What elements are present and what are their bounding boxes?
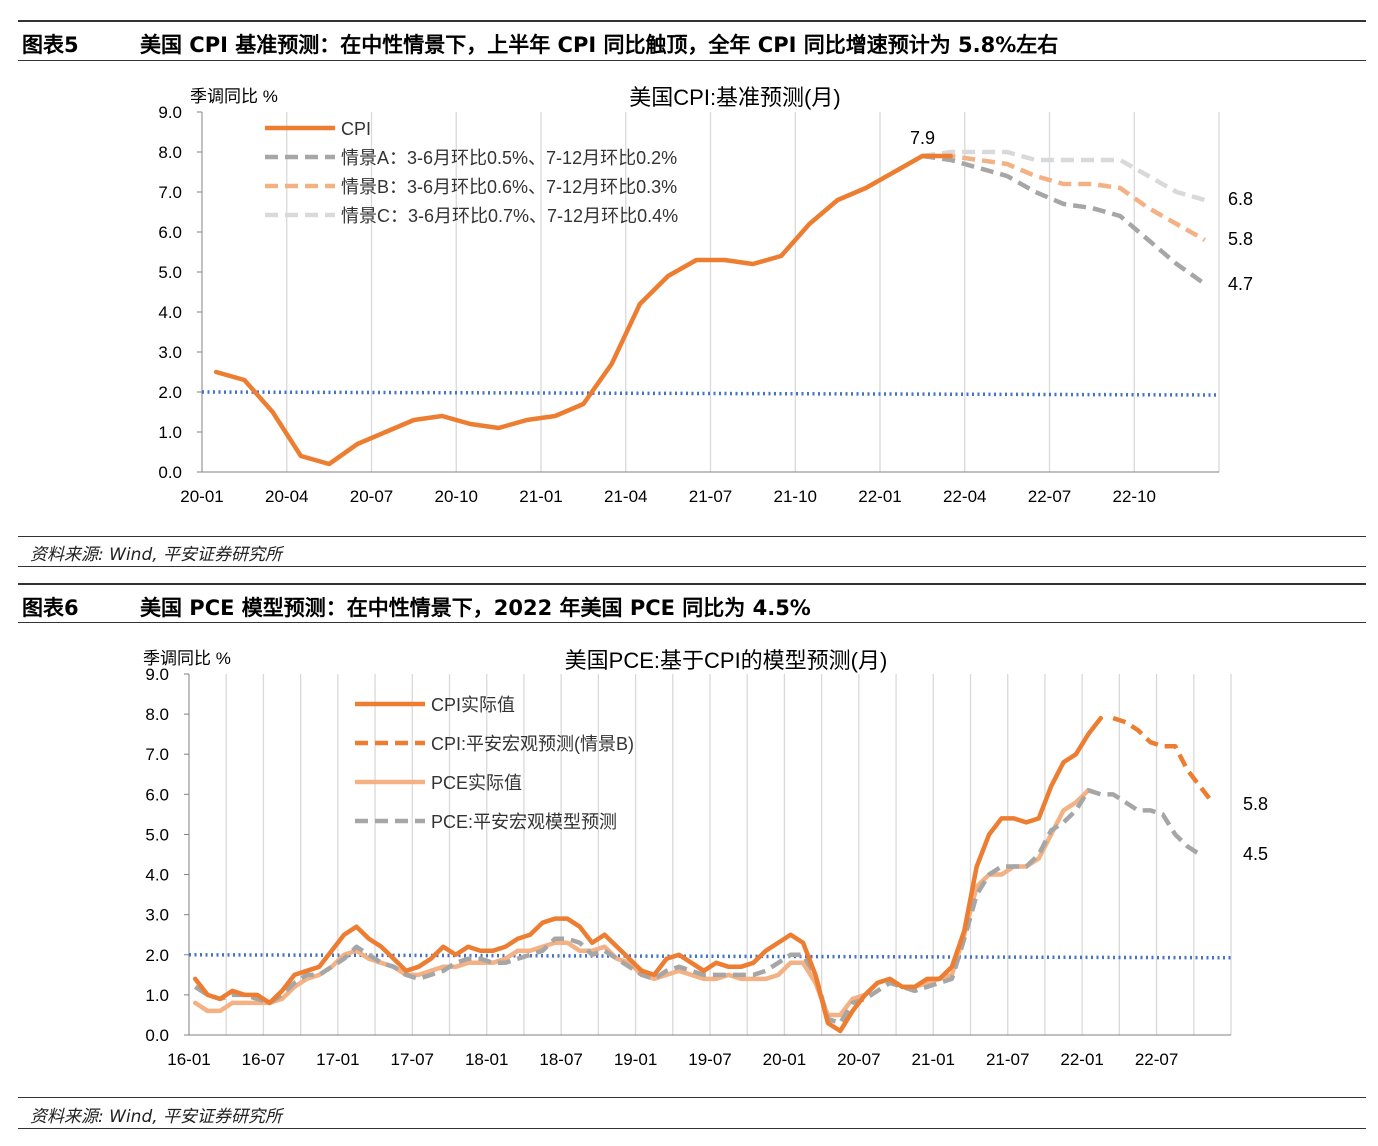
legend-label-1: 情景A：3-6月环比0.5%、7-12月环比0.2% xyxy=(341,148,677,168)
x-tick-label: 20-01 xyxy=(180,487,223,506)
chart-title: 美国CPI:基准预测(月) xyxy=(629,85,840,110)
x-tick-label: 20-07 xyxy=(837,1050,880,1069)
x-tick-label: 17-01 xyxy=(316,1050,359,1069)
x-tick-label: 21-07 xyxy=(986,1050,1029,1069)
figure2-header-rule xyxy=(18,622,1366,623)
y-tick-label: 4.0 xyxy=(158,303,182,322)
legend-label-0: CPI实际值 xyxy=(431,695,515,715)
x-tick-label: 16-01 xyxy=(167,1050,210,1069)
legend-label-1: CPI:平安宏观预测(情景B) xyxy=(431,734,634,754)
figure1-top-rule xyxy=(18,20,1366,22)
value-annotation: 7.9 xyxy=(910,128,935,148)
reference-line-2pct xyxy=(201,390,1220,397)
x-tick-label: 20-04 xyxy=(265,487,308,506)
y-tick-label: 3.0 xyxy=(158,343,182,362)
figure2-header: 图表6 美国 PCE 模型预测：在中性情景下，2022 年美国 PCE 同比为 … xyxy=(18,585,1366,623)
series-line-0 xyxy=(213,153,953,467)
legend-label-3: 情景C：3-6月环比0.7%、7-12月环比0.4% xyxy=(341,206,678,226)
y-tick-label: 6.0 xyxy=(158,223,182,242)
cpi-forecast-chart: 0.0 1.0 2.0 3.0 4.0 5.0 6.0 7.0 8.0 9.0 20-01 20-04… xyxy=(158,85,1253,506)
y-tick-label: 5.0 xyxy=(145,825,169,844)
y-tick-label: 4.0 xyxy=(145,866,169,885)
y-tick-label: 1.0 xyxy=(158,423,182,442)
series-line-3 xyxy=(922,149,1206,203)
x-tick-label: 18-01 xyxy=(465,1050,508,1069)
x-tick-label: 20-01 xyxy=(763,1050,806,1069)
figure2-source-rule xyxy=(18,1097,1366,1098)
chart-title: 美国PCE:基于CPI的模型预测(月) xyxy=(565,648,888,673)
series-line-3 xyxy=(193,788,1202,1026)
figure2-caption: 美国 PCE 模型预测：在中性情景下，2022 年美国 PCE 同比为 4.5% xyxy=(140,596,811,620)
x-tick-label: 21-04 xyxy=(604,487,647,506)
figure1-number: 图表5 xyxy=(22,33,79,57)
value-annotation: 4.5 xyxy=(1243,844,1268,864)
x-tick-label: 21-07 xyxy=(689,487,732,506)
y-tick-label: 8.0 xyxy=(145,705,169,724)
x-tick-label: 22-01 xyxy=(858,487,901,506)
y-tick-label: 6.0 xyxy=(145,785,169,804)
y-tick-label: 2.0 xyxy=(158,383,182,402)
value-annotation: 5.8 xyxy=(1243,794,1268,814)
value-annotation: 5.8 xyxy=(1228,229,1253,249)
y-tick-label: 1.0 xyxy=(145,986,169,1005)
x-tick-label: 21-01 xyxy=(519,487,562,506)
x-tick-label: 21-01 xyxy=(912,1050,955,1069)
value-annotation: 4.7 xyxy=(1228,274,1253,294)
legend-label-2: 情景B：3-6月环比0.6%、7-12月环比0.3% xyxy=(341,177,677,197)
x-tick-label: 22-01 xyxy=(1060,1050,1103,1069)
y-tick-label: 0.0 xyxy=(145,1026,169,1045)
figure1-source: 资料来源: Wind, 平安证券研究所 xyxy=(30,545,283,565)
series-line-2 xyxy=(922,153,1206,242)
y-axis-label: 季调同比 % xyxy=(190,87,278,106)
figure1-header: 图表5 美国 CPI 基准预测：在中性情景下，上半年 CPI 同比触顶，全年 C… xyxy=(18,22,1366,60)
value-annotation: 6.8 xyxy=(1228,189,1253,209)
legend-label-2: PCE实际值 xyxy=(431,773,522,793)
figure1-caption: 美国 CPI 基准预测：在中性情景下，上半年 CPI 同比触顶，全年 CPI 同… xyxy=(140,33,1059,57)
y-tick-label: 9.0 xyxy=(158,103,182,122)
x-tick-label: 21-10 xyxy=(774,487,817,506)
figure2-source: 资料来源: Wind, 平安证券研究所 xyxy=(30,1107,283,1127)
legend-label-3: PCE:平安宏观模型预测 xyxy=(431,812,617,832)
x-tick-label: 22-10 xyxy=(1113,487,1156,506)
x-tick-label: 16-07 xyxy=(242,1050,285,1069)
x-tick-label: 19-01 xyxy=(614,1050,657,1069)
legend-label-0: CPI xyxy=(341,119,371,139)
series-line-1 xyxy=(1112,715,1215,804)
y-tick-label: 3.0 xyxy=(145,906,169,925)
x-tick-label: 19-07 xyxy=(688,1050,731,1069)
y-tick-label: 7.0 xyxy=(158,183,182,202)
figure1-source-rule xyxy=(18,536,1366,537)
pce-model-chart: 0.0 1.0 2.0 3.0 4.0 5.0 6.0 7.0 8.0 9.0 16-01 16-07… xyxy=(143,648,1268,1069)
y-tick-label: 0.0 xyxy=(158,463,182,482)
y-tick-label: 8.0 xyxy=(158,143,182,162)
x-tick-label: 20-07 xyxy=(350,487,393,506)
figure2-bottom-rule xyxy=(18,1128,1366,1129)
x-tick-label: 22-07 xyxy=(1135,1050,1178,1069)
figure2-top-rule xyxy=(18,583,1366,585)
y-tick-label: 9.0 xyxy=(145,665,169,684)
y-axis-label: 季调同比 % xyxy=(143,649,231,668)
series-line-2 xyxy=(192,788,1091,1018)
y-tick-label: 5.0 xyxy=(158,263,182,282)
x-tick-label: 22-04 xyxy=(943,487,986,506)
figure2-number: 图表6 xyxy=(22,596,79,620)
series-line-1 xyxy=(922,153,1207,286)
figure1-header-rule xyxy=(18,60,1366,61)
x-tick-label: 17-07 xyxy=(391,1050,434,1069)
x-tick-label: 22-07 xyxy=(1028,487,1071,506)
y-tick-label: 2.0 xyxy=(145,946,169,965)
figure1-bottom-rule xyxy=(18,566,1366,567)
series-line-0 xyxy=(192,715,1103,1034)
x-tick-label: 18-07 xyxy=(539,1050,582,1069)
y-tick-label: 7.0 xyxy=(145,745,169,764)
x-tick-label: 20-10 xyxy=(435,487,478,506)
